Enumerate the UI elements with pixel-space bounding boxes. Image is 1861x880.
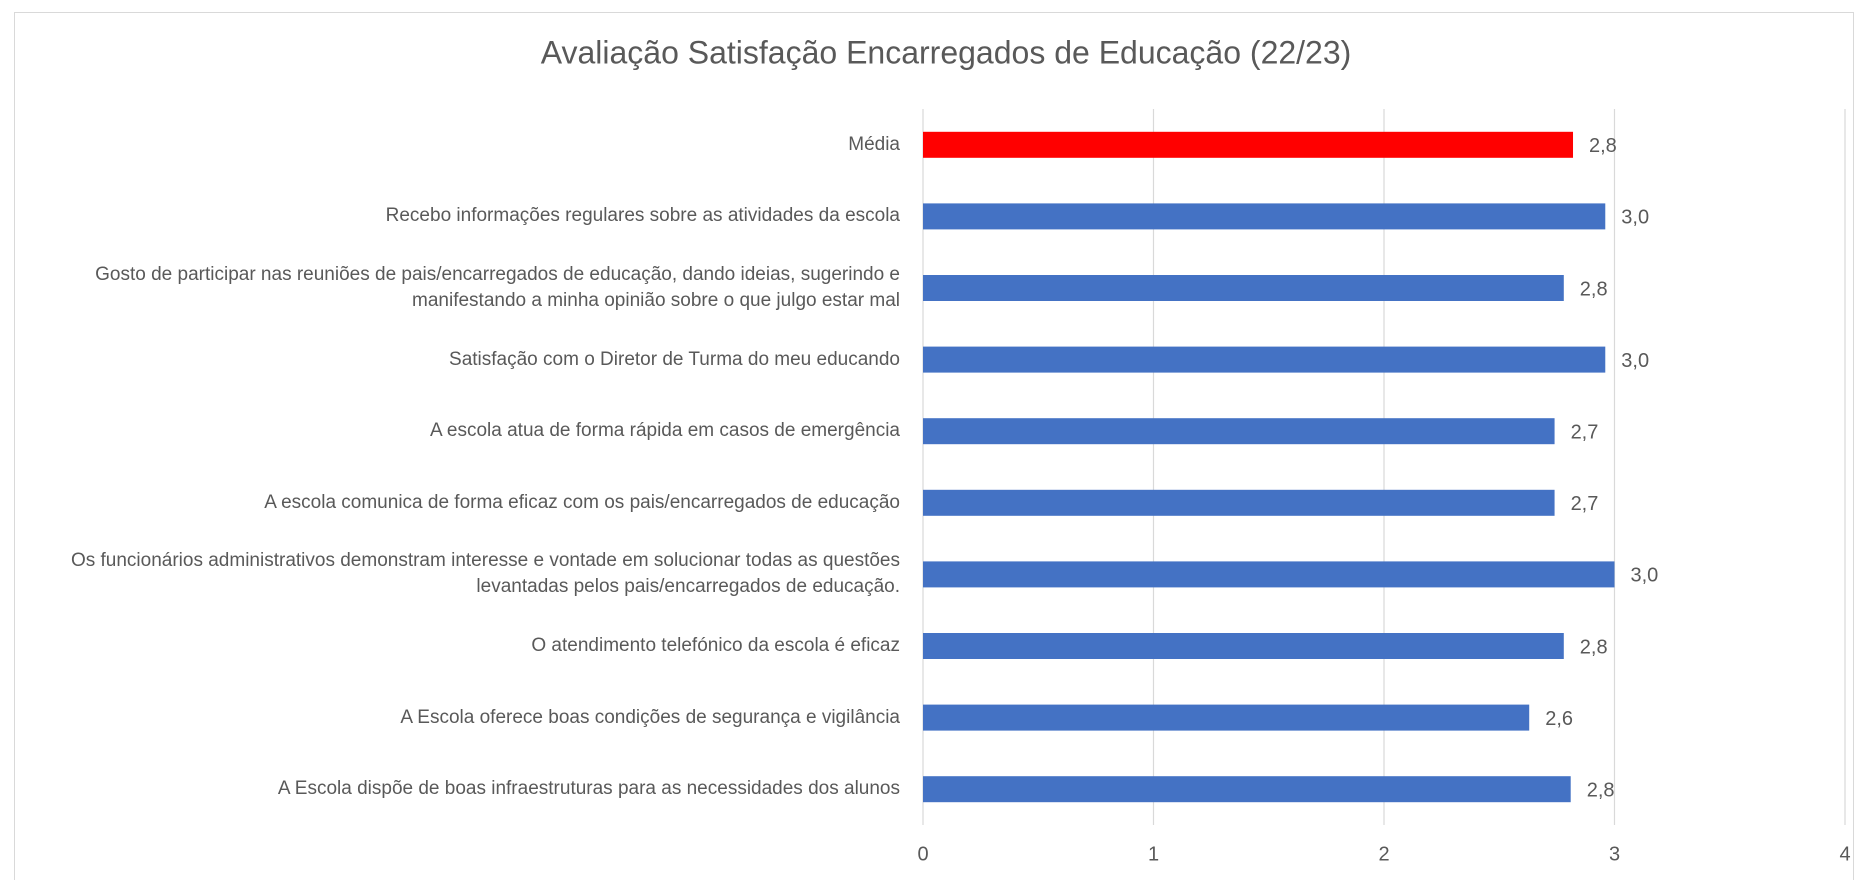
- value-label: 3,0: [1631, 565, 1659, 587]
- category-label: Recebo informações regulares sobre as at…: [385, 205, 900, 227]
- bar: [923, 776, 1571, 803]
- x-tick-label: 2: [1378, 843, 1389, 865]
- bar: [923, 561, 1615, 588]
- category-label: A Escola dispõe de boas infraestruturas …: [277, 778, 900, 800]
- chart-frame: [14, 12, 1854, 880]
- x-tick-label: 1: [1148, 843, 1159, 865]
- value-label: 2,7: [1571, 421, 1599, 443]
- x-tick-label: 3: [1609, 843, 1620, 865]
- category-label: A Escola oferece boas condições de segur…: [400, 706, 900, 728]
- category-label: Média: [848, 133, 900, 155]
- value-label: 2,8: [1589, 135, 1617, 157]
- bar: [923, 489, 1555, 516]
- bar: [923, 633, 1564, 659]
- value-label: 3,0: [1621, 350, 1649, 372]
- value-label: 2,8: [1587, 779, 1615, 801]
- category-label: A escola comunica de forma eficaz com os…: [264, 491, 900, 513]
- bar: [923, 346, 1606, 373]
- bar: [923, 275, 1564, 301]
- category-label: Satisfação com o Diretor de Turma do meu…: [449, 348, 900, 370]
- x-tick-label: 4: [1839, 843, 1850, 865]
- bar: [923, 203, 1606, 230]
- value-label: 3,0: [1621, 207, 1649, 229]
- chart-title: Avaliação Satisfação Encarregados de Edu…: [541, 34, 1352, 70]
- value-label: 2,8: [1580, 278, 1608, 300]
- category-label: Os funcionários administrativos demonstr…: [70, 550, 900, 598]
- value-label: 2,7: [1571, 493, 1599, 515]
- value-label: 2,8: [1580, 636, 1608, 658]
- bar: [923, 418, 1555, 445]
- x-tick-label: 0: [917, 843, 928, 865]
- value-label: 2,6: [1545, 708, 1573, 730]
- category-label: O atendimento telefónico da escola é efi…: [531, 635, 900, 656]
- category-label: A escola atua de forma rápida em casos d…: [430, 420, 900, 442]
- category-label: Gosto de participar nas reuniões de pais…: [95, 264, 900, 311]
- bar: [923, 131, 1574, 158]
- bar: [923, 704, 1530, 731]
